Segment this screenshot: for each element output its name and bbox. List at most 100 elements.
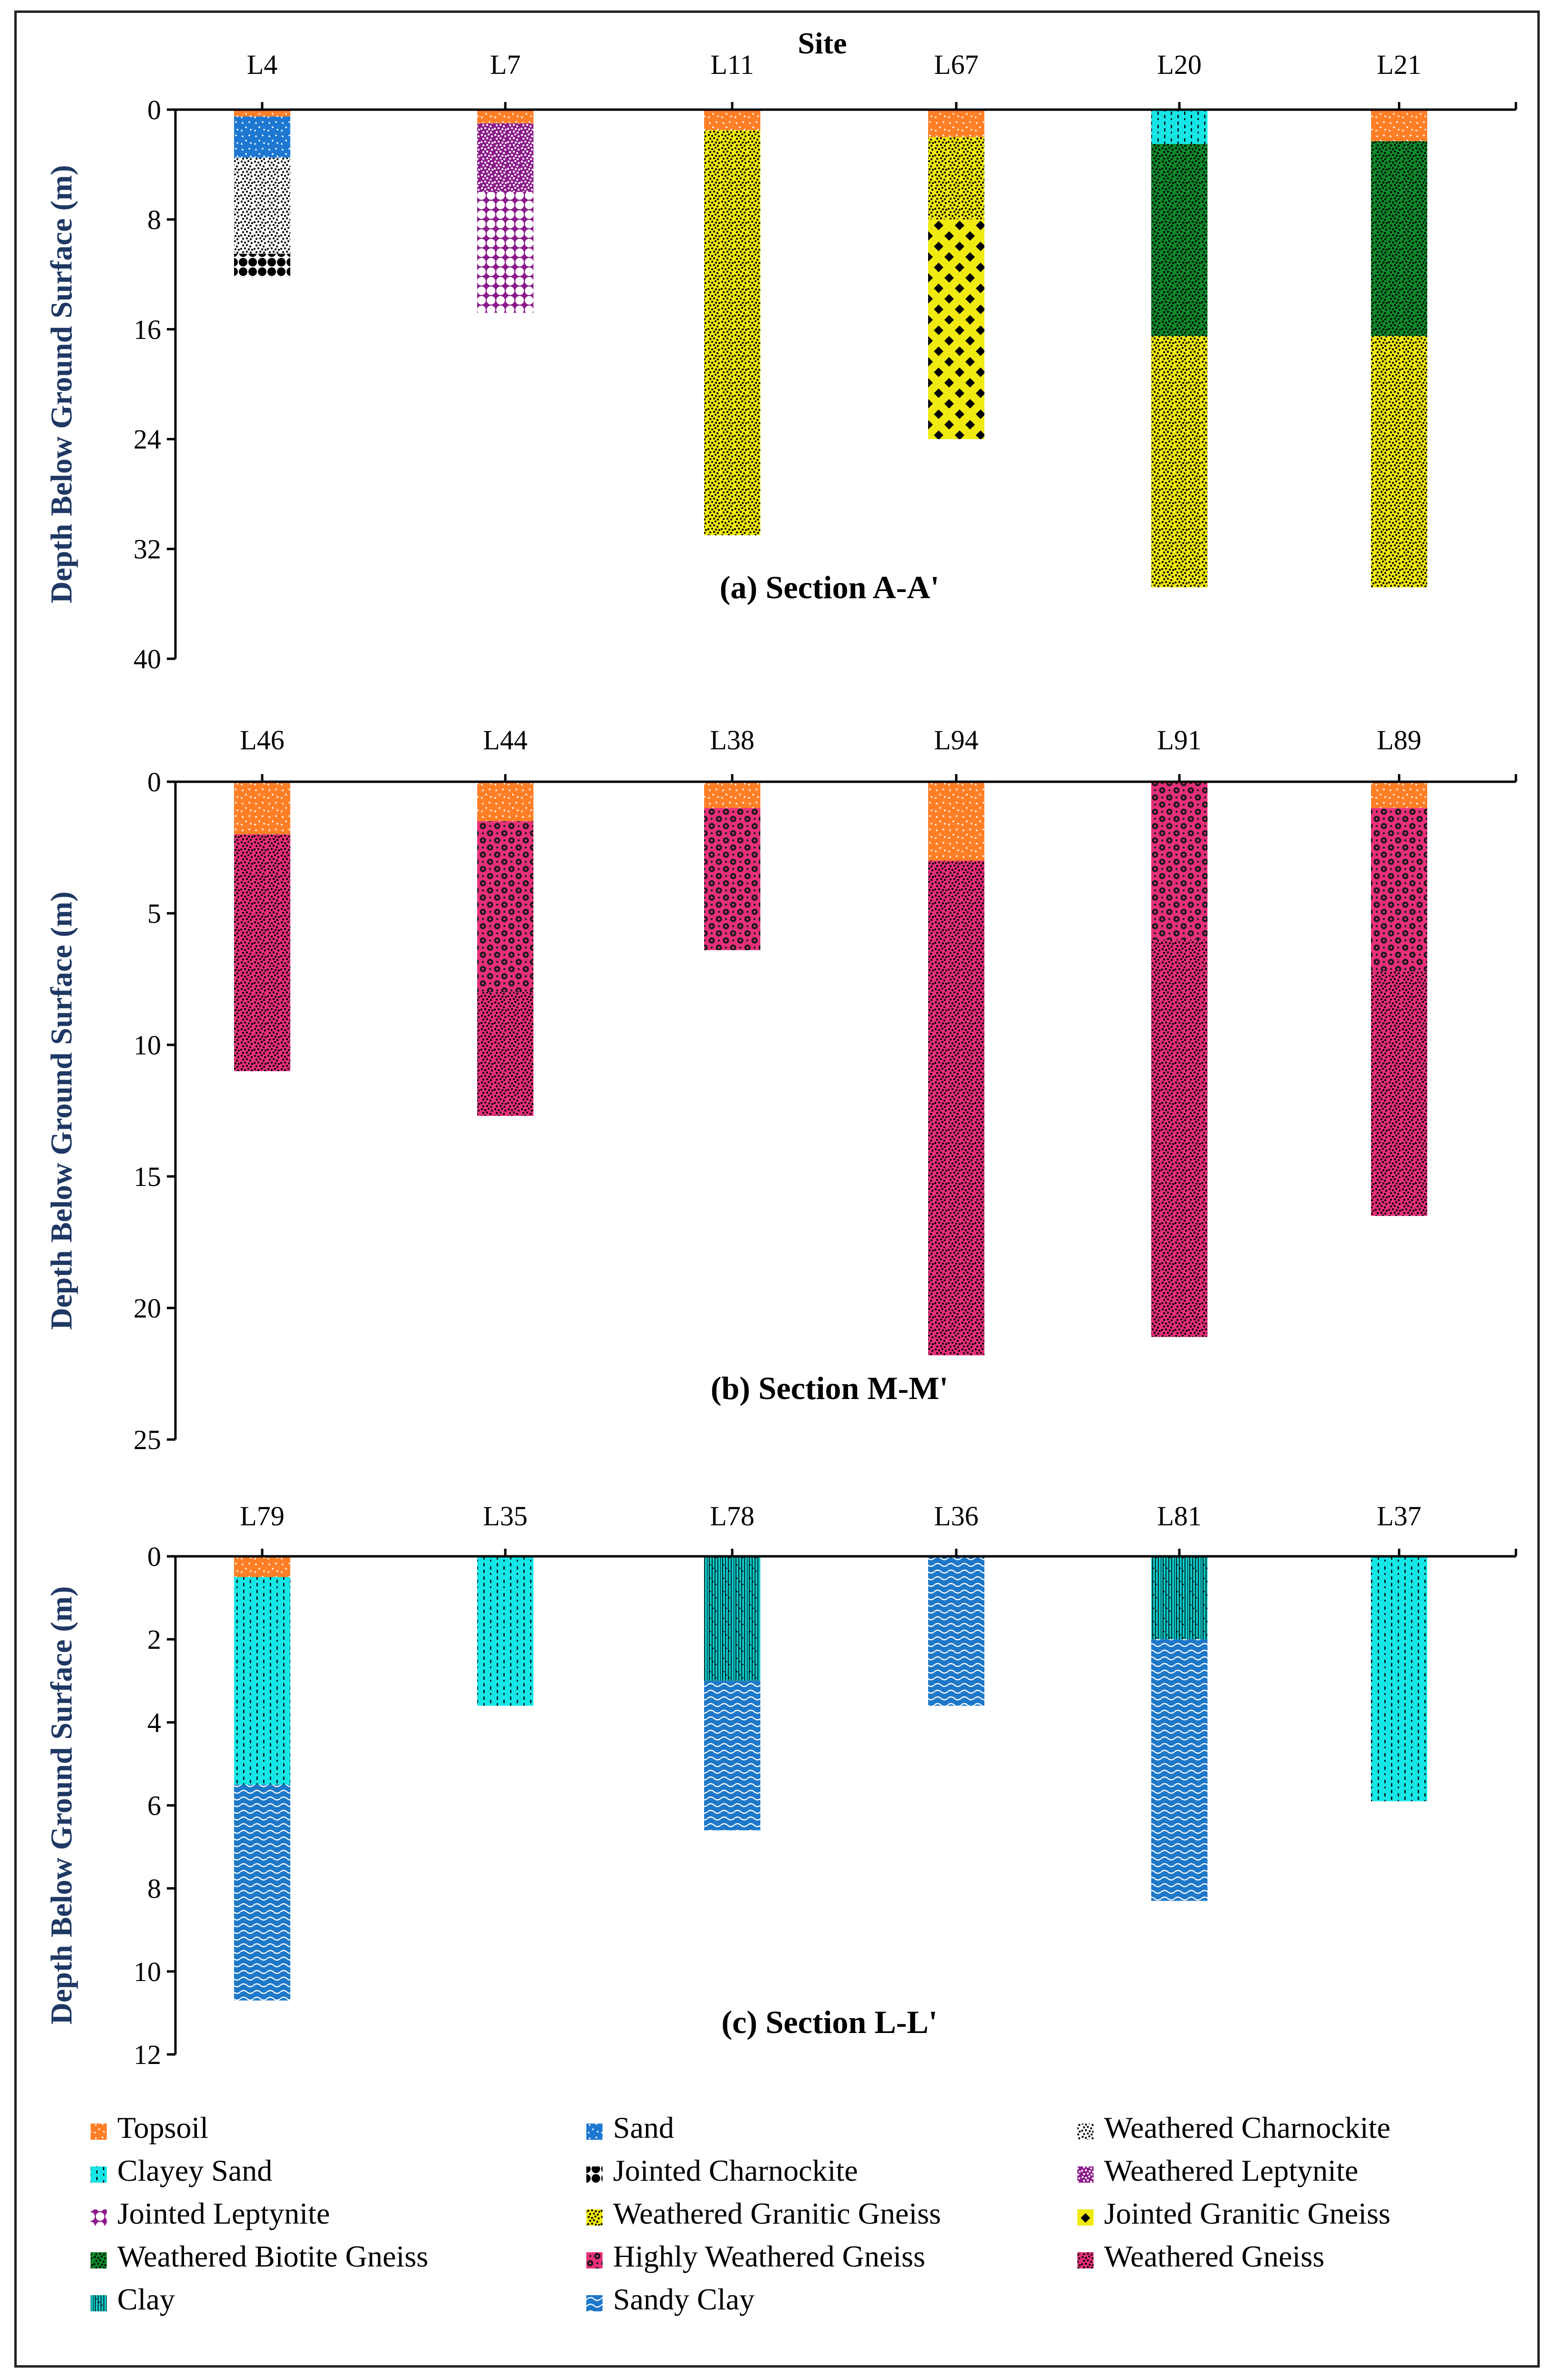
legend-swatch <box>91 2209 107 2226</box>
panel-2: L46 L44 L38 L94 L91 L89 0 5 10 15 20 25 Depth Below … <box>44 725 1517 1455</box>
y-axis-label: Depth Below Ground Surface (m) <box>44 165 78 603</box>
legend-item-topsoil: Topsoil <box>91 2111 208 2145</box>
layer-l94-topsoil <box>928 782 984 861</box>
layer-l89-wg <box>1371 971 1427 1216</box>
y-tick-label: 0 <box>147 1541 161 1572</box>
legend-label: Jointed Granitic Gneiss <box>1104 2196 1391 2230</box>
section-title: (c) Section L-L' <box>721 2004 937 2040</box>
layer-l11-wgg <box>704 130 760 535</box>
site-label-l20: L20 <box>1157 49 1201 80</box>
layer-l78-clay <box>704 1556 760 1681</box>
layer-l7-jlept <box>477 192 533 313</box>
figure-frame <box>14 10 1540 2368</box>
legend-item-clay: Clay <box>91 2282 175 2316</box>
site-label-l46: L46 <box>240 725 284 756</box>
layer-l94-wg <box>928 860 984 1356</box>
legend-item-jlept: Jointed Leptynite <box>91 2196 330 2230</box>
y-tick-label: 10 <box>133 1956 161 1987</box>
site-label-l91: L91 <box>1157 725 1201 756</box>
layer-l38-hwg <box>704 808 760 950</box>
layer-l20-wbg <box>1151 144 1207 337</box>
legend-swatch <box>586 2124 603 2140</box>
layer-l67-wgg <box>928 137 984 220</box>
y-tick-label: 16 <box>133 314 161 345</box>
y-tick-label: 0 <box>147 94 161 125</box>
site-label-l94: L94 <box>934 725 978 756</box>
legend-item-wcharn: Weathered Charnockite <box>1077 2111 1391 2145</box>
panel-3: L79 L35 L78 L36 L81 L37 0 2 4 6 8 10 12 Depth Below G… <box>44 1501 1517 2070</box>
layer-l4-wcharn <box>234 157 290 254</box>
legend-item-sandyclay: Sandy Clay <box>586 2282 755 2316</box>
y-tick-label: 2 <box>147 1624 161 1655</box>
layer-l7-topsoil <box>477 110 533 123</box>
site-label-l21: L21 <box>1377 49 1421 80</box>
layer-l44-hwg <box>477 821 533 992</box>
layer-l46-wg <box>234 834 290 1072</box>
legend-item-sand: Sand <box>586 2111 674 2145</box>
site-label-l36: L36 <box>934 1501 978 1532</box>
legend-label: Topsoil <box>117 2111 208 2145</box>
legend-swatch <box>91 2124 107 2140</box>
legend-swatch <box>91 2295 107 2311</box>
legend-label: Highly Weathered Gneiss <box>613 2239 925 2273</box>
legend: Topsoil Sand Weathered Charnockite Clayey S… <box>91 2111 1391 2316</box>
layer-l79-sandyclay <box>234 1784 290 2001</box>
legend-item-jcharn: Jointed Charnockite <box>586 2154 858 2187</box>
y-axis-label: Depth Below Ground Surface (m) <box>44 891 78 1330</box>
layer-l91-wg <box>1151 940 1207 1337</box>
layer-l67-topsoil <box>928 110 984 137</box>
legend-swatch <box>1077 2124 1094 2140</box>
y-tick-label: 4 <box>147 1707 161 1738</box>
legend-swatch <box>586 2295 603 2311</box>
layer-l7-wlept <box>477 123 533 192</box>
layer-l4-sand <box>234 116 290 158</box>
legend-label: Clay <box>117 2282 175 2316</box>
layer-l21-topsoil <box>1371 110 1427 142</box>
layer-l79-clsand <box>234 1577 290 1785</box>
legend-swatch <box>91 2166 107 2183</box>
site-label-l7: L7 <box>490 49 521 80</box>
y-tick-label: 10 <box>133 1030 161 1061</box>
legend-label: Clayey Sand <box>117 2154 272 2187</box>
legend-swatch <box>586 2166 603 2183</box>
legend-item-wbg: Weathered Biotite Gneiss <box>91 2239 428 2273</box>
y-tick-label: 15 <box>133 1161 161 1192</box>
y-tick-label: 8 <box>147 1873 161 1904</box>
layer-l11-topsoil <box>704 110 760 131</box>
legend-label: Sandy Clay <box>613 2282 755 2316</box>
site-axis-title: Site <box>798 26 847 60</box>
y-tick-label: 25 <box>133 1424 161 1455</box>
site-label-l4: L4 <box>247 49 277 80</box>
legend-swatch <box>586 2209 603 2226</box>
legend-label: Weathered Charnockite <box>1104 2111 1391 2145</box>
layer-l36-sandyclay <box>928 1556 984 1706</box>
layer-l4-jcharn <box>234 254 290 277</box>
y-tick-label: 8 <box>147 204 161 235</box>
legend-label: Jointed Leptynite <box>117 2196 330 2230</box>
y-tick-label: 40 <box>133 644 161 674</box>
site-label-l37: L37 <box>1377 1501 1421 1532</box>
legend-label: Weathered Biotite Gneiss <box>117 2239 428 2273</box>
legend-swatch <box>1077 2166 1094 2183</box>
legend-label: Weathered Gneiss <box>1104 2239 1324 2273</box>
site-label-l35: L35 <box>483 1501 527 1532</box>
legend-label: Sand <box>613 2111 674 2145</box>
y-tick-label: 5 <box>147 898 161 929</box>
site-label-l38: L38 <box>710 725 754 756</box>
site-label-l67: L67 <box>934 49 978 80</box>
layer-l81-sandyclay <box>1151 1639 1207 1901</box>
y-tick-label: 24 <box>133 424 161 455</box>
legend-swatch <box>586 2252 603 2268</box>
layer-l21-wgg <box>1371 336 1427 588</box>
layer-l4-topsoil <box>234 110 290 117</box>
layer-l21-wbg <box>1371 141 1427 337</box>
layer-l44-wg <box>477 992 533 1116</box>
layer-l91-hwg <box>1151 782 1207 940</box>
layer-l35-clsand <box>477 1556 533 1706</box>
layer-l44-topsoil <box>477 782 533 821</box>
y-axis-label: Depth Below Ground Surface (m) <box>44 1586 78 2025</box>
section-title: (a) Section A-A' <box>720 569 940 605</box>
layer-l89-hwg <box>1371 808 1427 971</box>
legend-label: Weathered Granitic Gneiss <box>613 2196 941 2230</box>
